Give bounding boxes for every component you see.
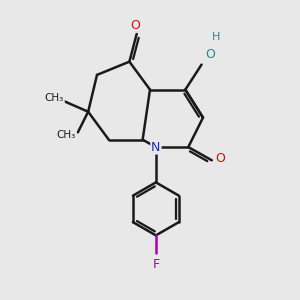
Text: O: O [130, 19, 140, 32]
Text: O: O [215, 152, 225, 165]
Text: F: F [152, 258, 160, 271]
Text: O: O [206, 48, 215, 61]
Text: CH₃: CH₃ [56, 130, 76, 140]
Text: N: N [151, 141, 160, 154]
Text: H: H [212, 32, 220, 42]
Text: CH₃: CH₃ [45, 94, 64, 103]
